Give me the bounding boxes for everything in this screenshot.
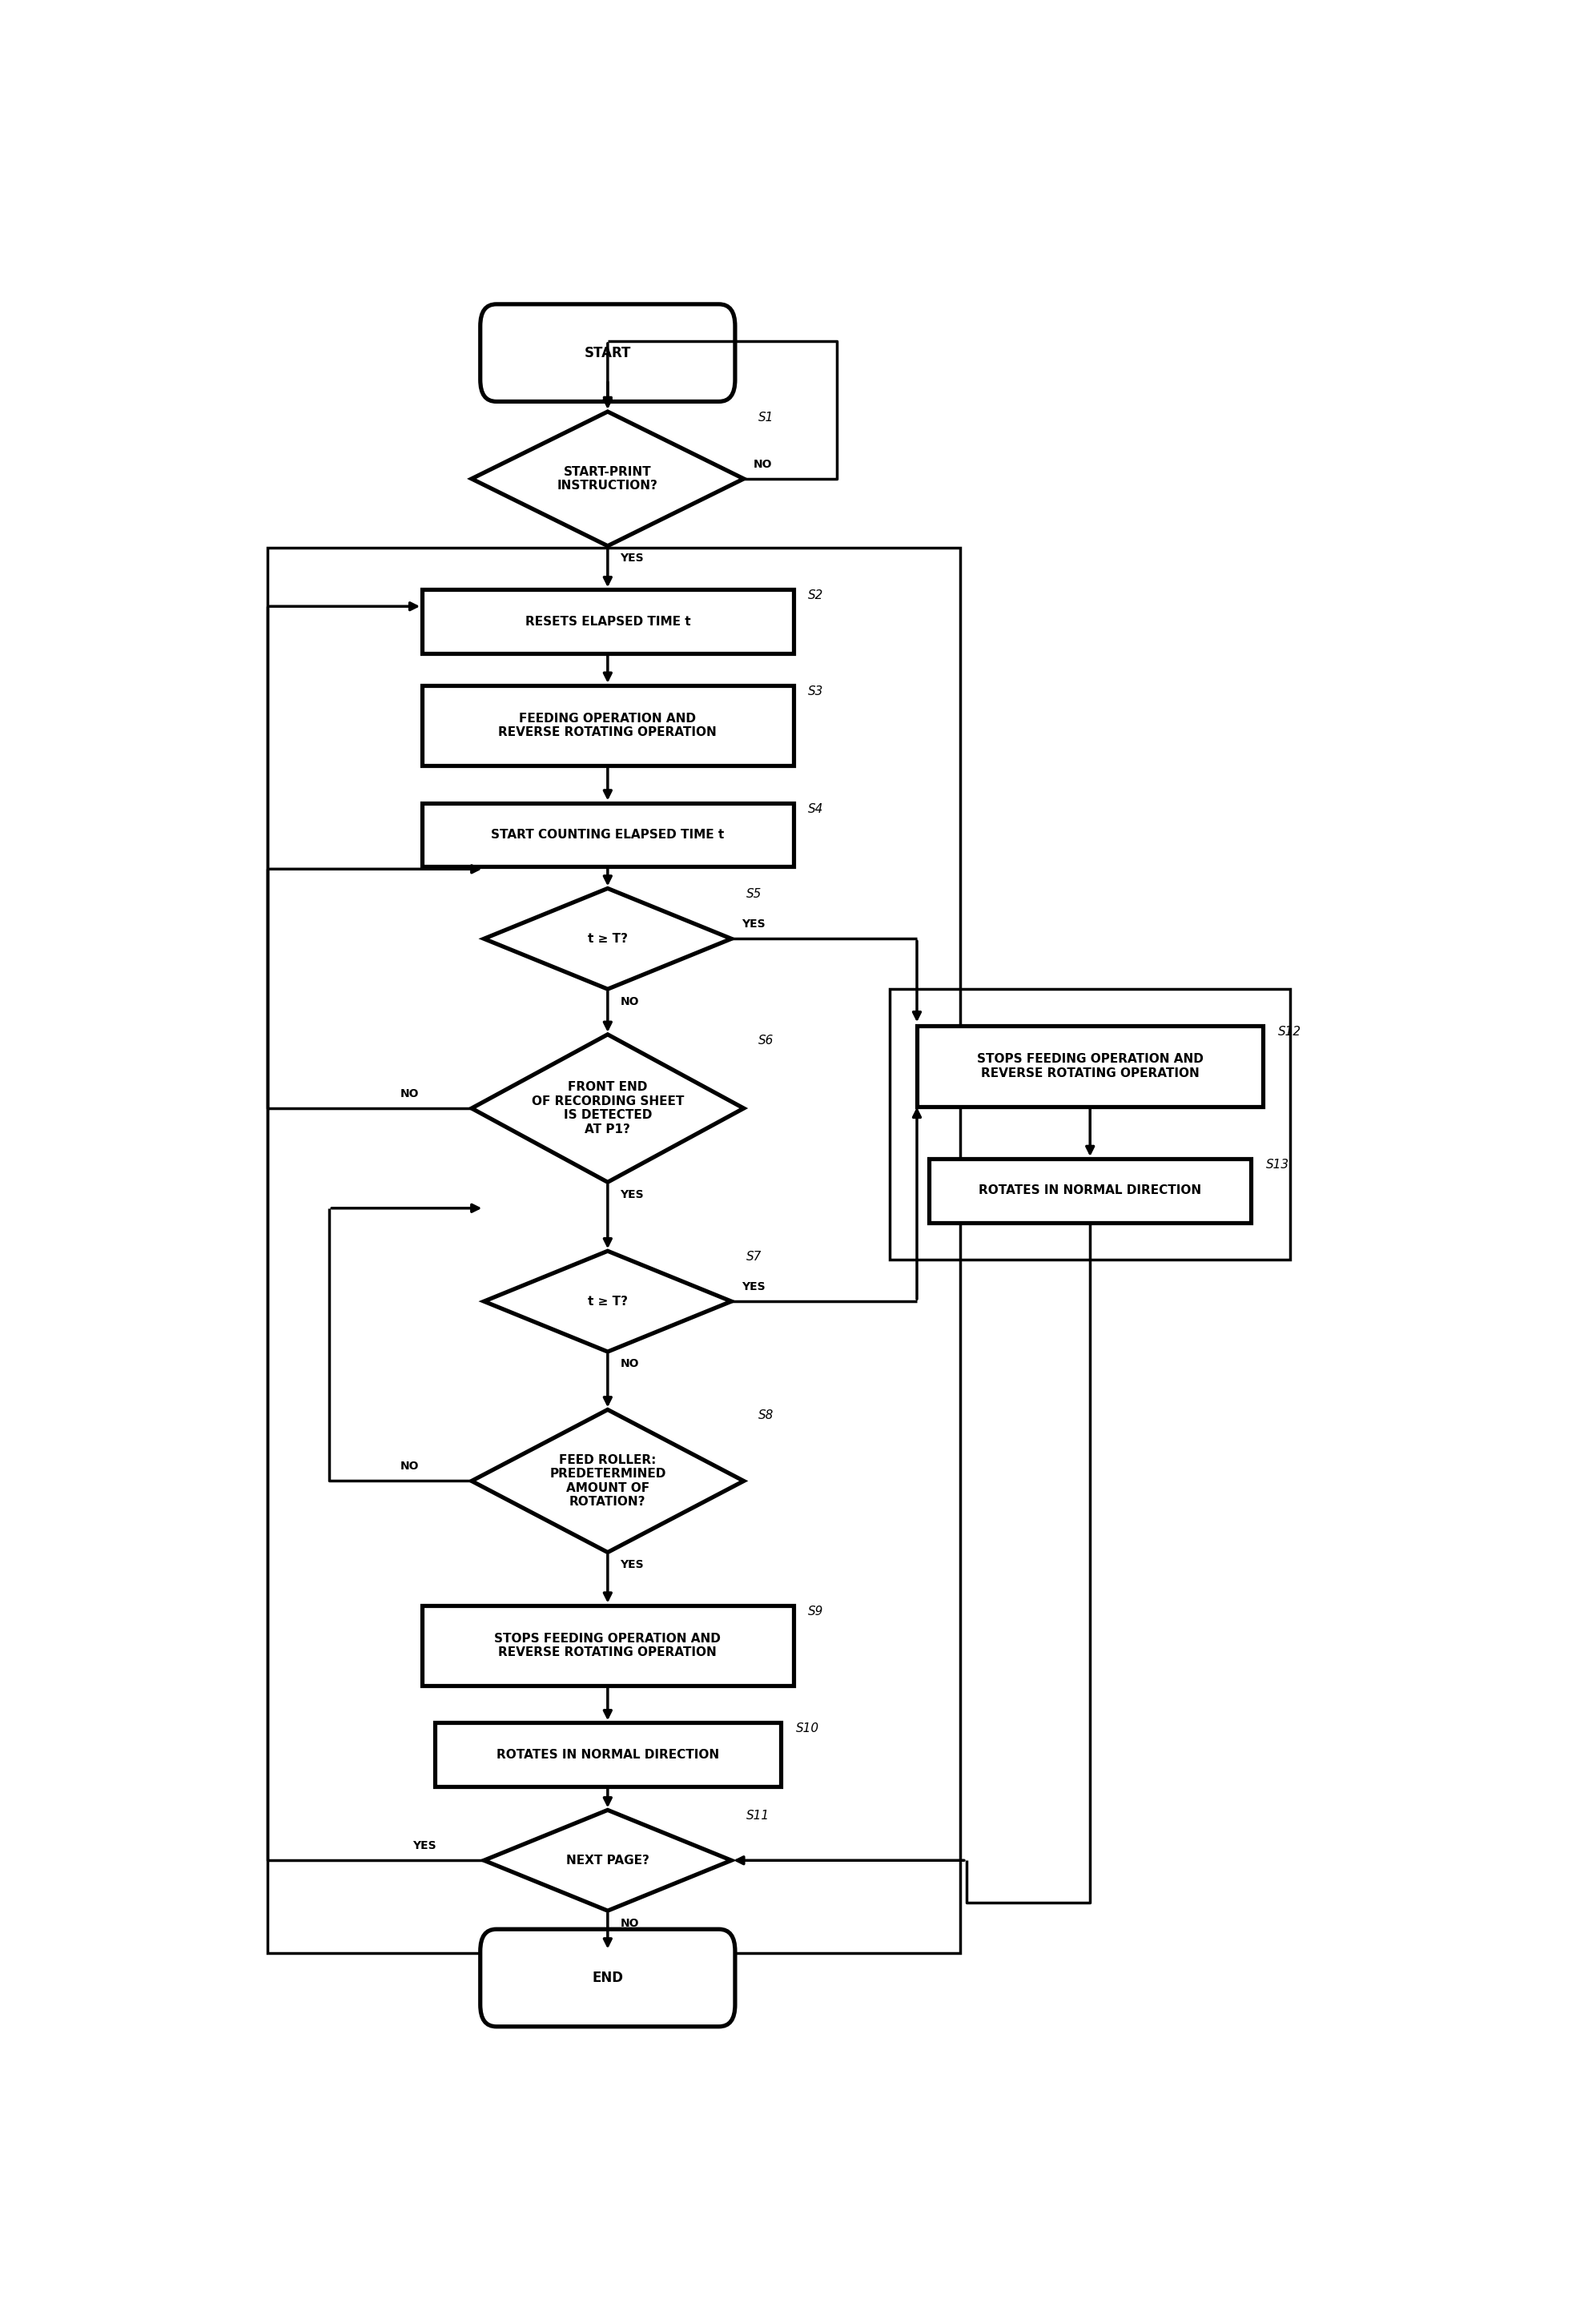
Polygon shape [472, 1410, 744, 1553]
Text: YES: YES [619, 1188, 643, 1199]
Text: START: START [584, 347, 630, 361]
FancyBboxPatch shape [480, 305, 736, 402]
Text: S11: S11 [747, 1810, 769, 1821]
Bar [889, 989, 1291, 1259]
Text: YES: YES [412, 1840, 436, 1851]
Text: S8: S8 [758, 1410, 774, 1421]
Text: YES: YES [619, 552, 643, 564]
Text: S7: S7 [747, 1250, 761, 1264]
Polygon shape [484, 887, 731, 989]
Text: NO: NO [619, 996, 638, 1008]
Text: STOPS FEEDING OPERATION AND
REVERSE ROTATING OPERATION: STOPS FEEDING OPERATION AND REVERSE ROTA… [495, 1632, 721, 1659]
Text: S13: S13 [1266, 1158, 1290, 1172]
Text: START COUNTING ELAPSED TIME t: START COUNTING ELAPSED TIME t [492, 830, 725, 841]
Text: NO: NO [619, 1918, 638, 1930]
Text: RESETS ELAPSED TIME t: RESETS ELAPSED TIME t [525, 615, 691, 629]
Text: NO: NO [753, 458, 772, 469]
Text: STOPS FEEDING OPERATION AND
REVERSE ROTATING OPERATION: STOPS FEEDING OPERATION AND REVERSE ROTA… [977, 1054, 1203, 1079]
Text: ROTATES IN NORMAL DIRECTION: ROTATES IN NORMAL DIRECTION [496, 1749, 720, 1761]
Bar [434, 1722, 780, 1786]
Bar [421, 802, 793, 867]
Text: FRONT END
OF RECORDING SHEET
IS DETECTED
AT P1?: FRONT END OF RECORDING SHEET IS DETECTED… [531, 1082, 685, 1135]
Text: START-PRINT
INSTRUCTION?: START-PRINT INSTRUCTION? [557, 467, 658, 492]
Text: YES: YES [619, 1560, 643, 1569]
Text: NO: NO [401, 1461, 418, 1472]
FancyBboxPatch shape [480, 1930, 736, 2027]
Bar [929, 1158, 1251, 1223]
Text: t ≥ T?: t ≥ T? [587, 1296, 627, 1308]
Text: S6: S6 [758, 1035, 774, 1047]
Text: NO: NO [619, 1359, 638, 1370]
Text: S5: S5 [747, 887, 761, 901]
Text: S12: S12 [1278, 1026, 1301, 1038]
Bar [421, 589, 793, 654]
Bar [916, 1026, 1262, 1107]
Text: FEEDING OPERATION AND
REVERSE ROTATING OPERATION: FEEDING OPERATION AND REVERSE ROTATING O… [498, 712, 717, 740]
Text: S3: S3 [808, 686, 824, 698]
Polygon shape [484, 1810, 731, 1911]
Text: FEED ROLLER:
PREDETERMINED
AMOUNT OF
ROTATION?: FEED ROLLER: PREDETERMINED AMOUNT OF ROT… [549, 1454, 666, 1507]
Text: NO: NO [401, 1088, 418, 1100]
Text: S10: S10 [796, 1722, 819, 1736]
Text: YES: YES [741, 917, 764, 929]
Text: S2: S2 [808, 589, 824, 601]
Text: S4: S4 [808, 802, 824, 816]
Polygon shape [472, 1035, 744, 1183]
Text: YES: YES [741, 1280, 764, 1292]
Bar [421, 686, 793, 765]
Text: S1: S1 [758, 411, 774, 423]
Text: t ≥ T?: t ≥ T? [587, 934, 627, 945]
Polygon shape [484, 1250, 731, 1352]
Polygon shape [472, 411, 744, 545]
Bar [268, 548, 961, 1953]
Text: S9: S9 [808, 1606, 824, 1618]
Text: ROTATES IN NORMAL DIRECTION: ROTATES IN NORMAL DIRECTION [978, 1186, 1202, 1197]
Text: END: END [592, 1971, 624, 1985]
Text: NEXT PAGE?: NEXT PAGE? [567, 1853, 650, 1867]
Bar [421, 1606, 793, 1685]
